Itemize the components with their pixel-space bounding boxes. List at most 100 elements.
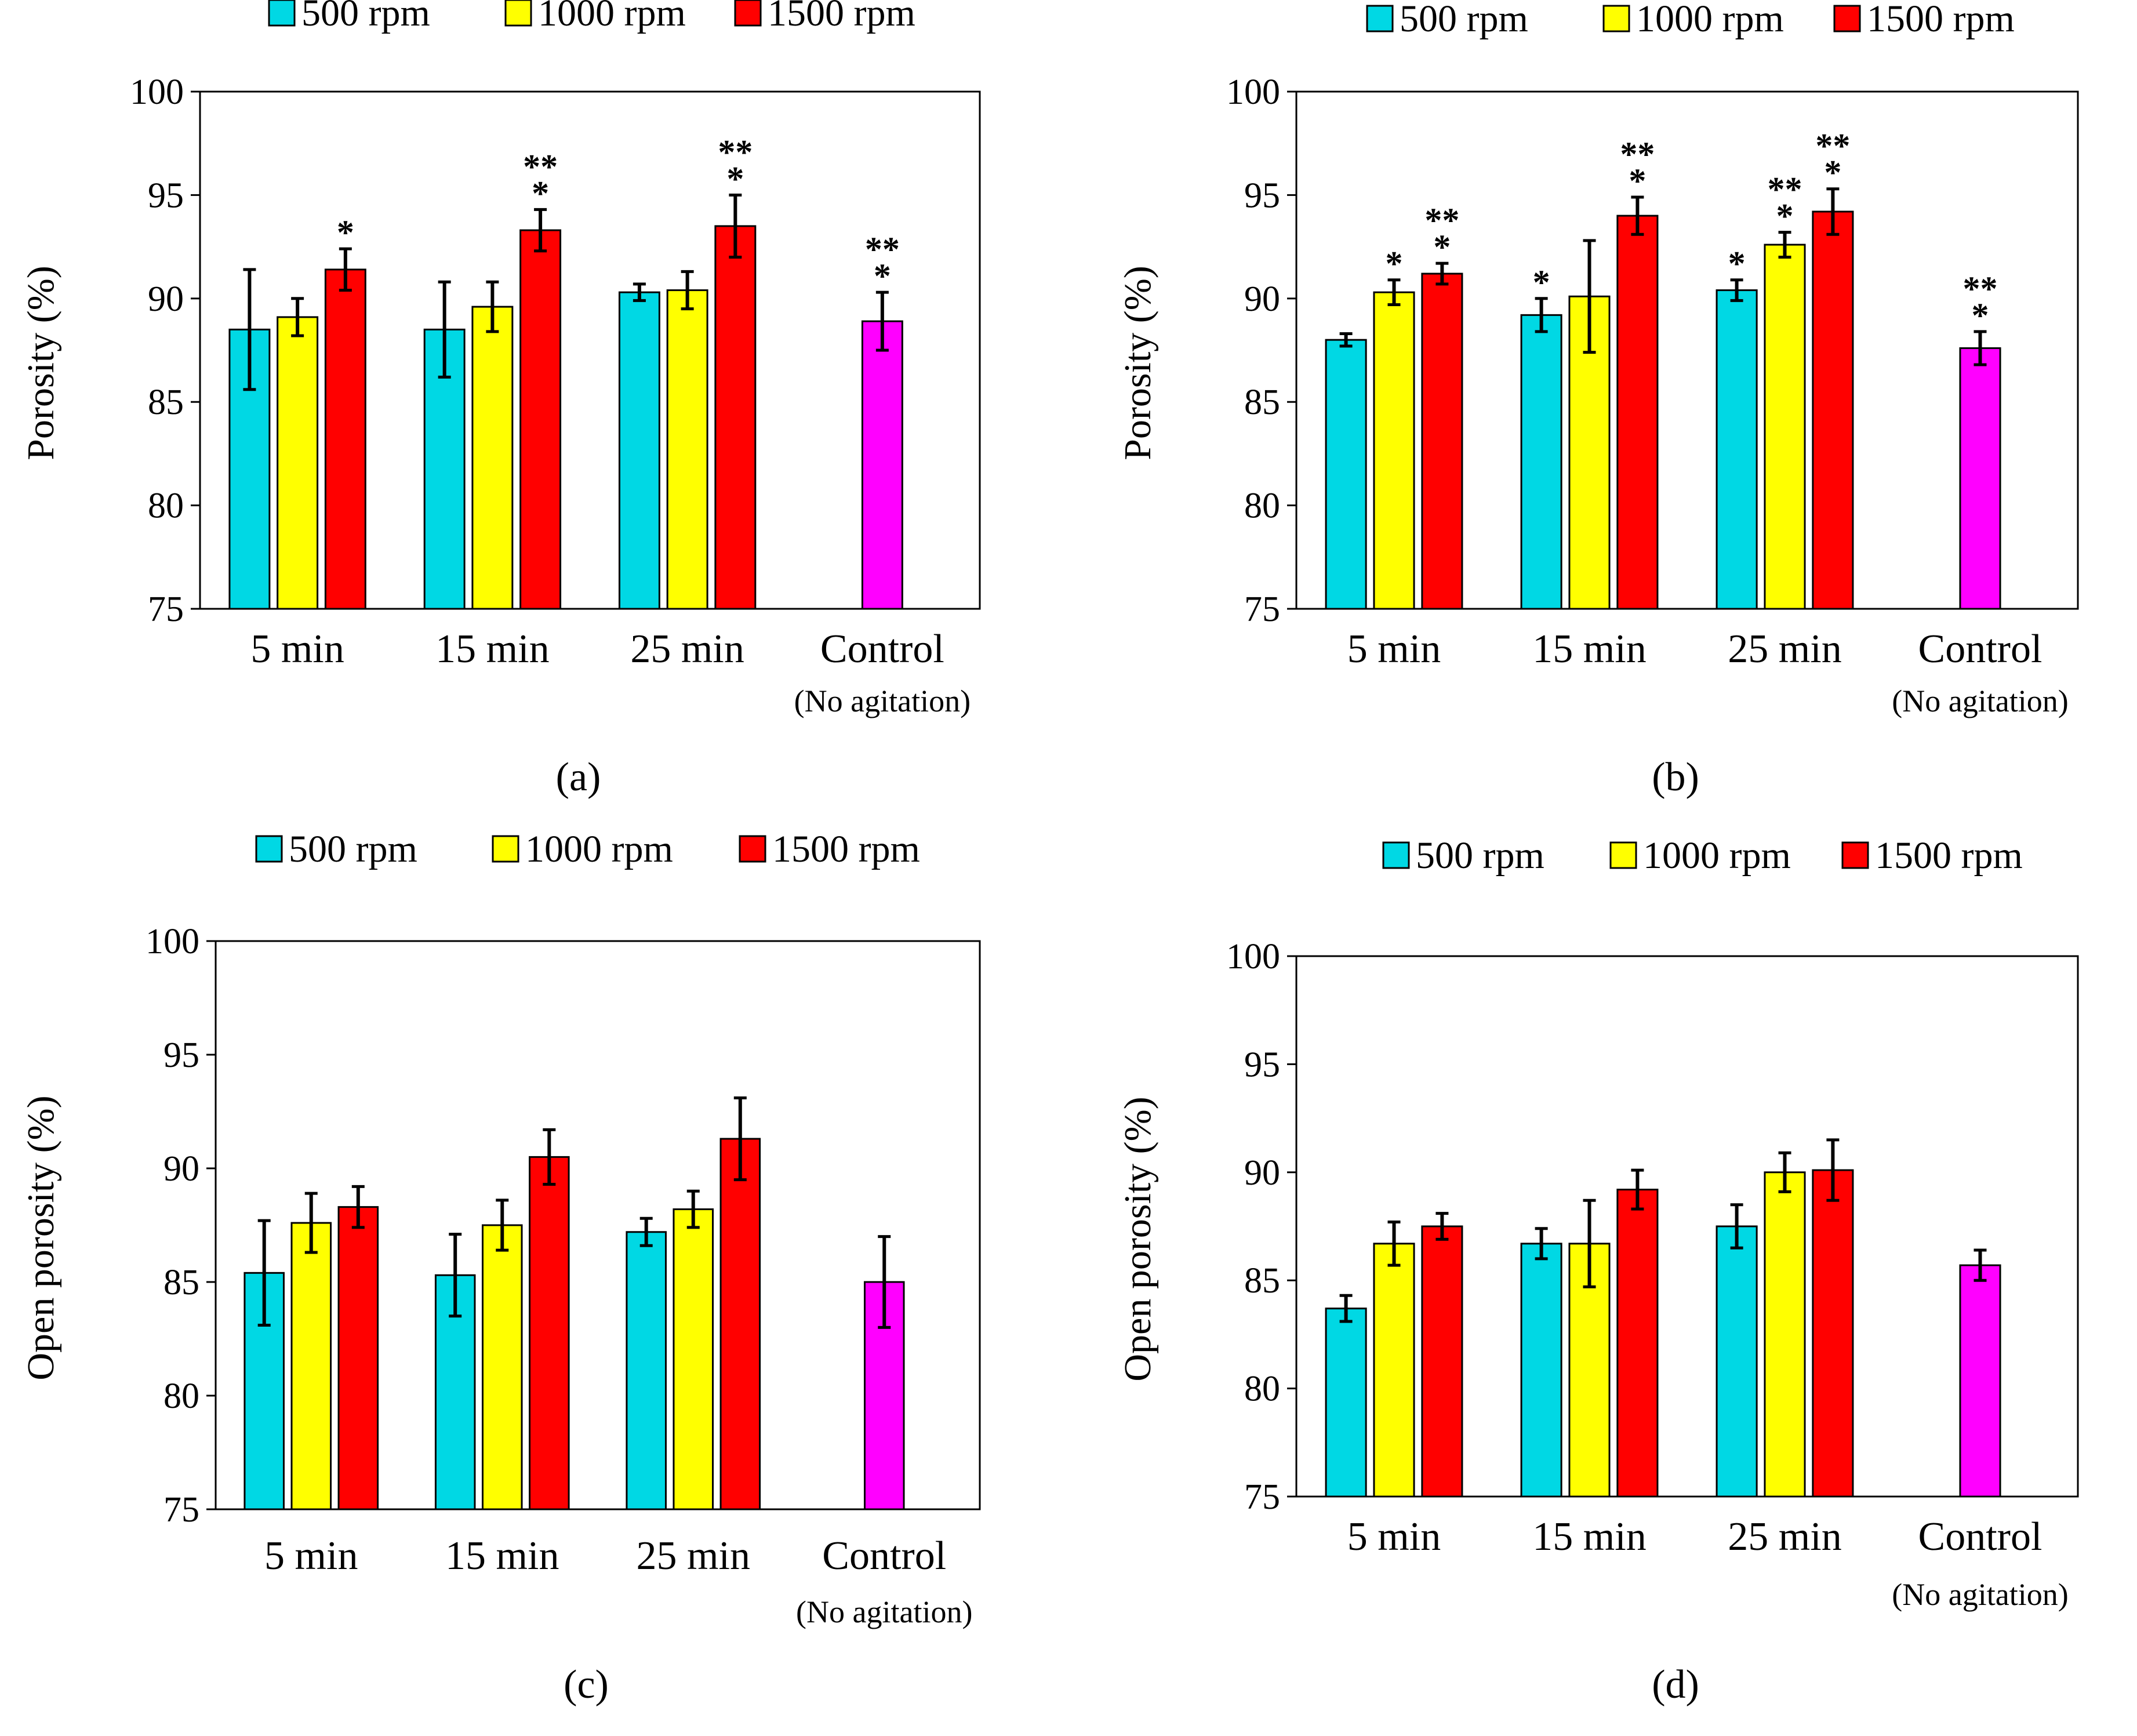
bar-control-control bbox=[1959, 347, 2001, 610]
significance-marker: ** * bbox=[1963, 270, 1998, 335]
significance-line: ** bbox=[718, 133, 753, 171]
y-tick-label: 80 bbox=[163, 1377, 199, 1416]
y-tick-label: 95 bbox=[1244, 1045, 1280, 1084]
significance-marker: * bbox=[1533, 263, 1550, 302]
y-tick-label: 90 bbox=[1244, 1153, 1280, 1193]
significance-marker: ** * bbox=[1768, 170, 1802, 235]
x-category-label: 25 min bbox=[630, 627, 744, 671]
significance-line: * bbox=[1972, 296, 1989, 335]
significance-marker: * bbox=[1386, 245, 1403, 283]
y-axis-title: Open porosity (%) bbox=[20, 1095, 62, 1380]
y-tick-label: 80 bbox=[1244, 486, 1280, 526]
bar-5-min-1500-rpm bbox=[337, 1206, 379, 1510]
bar-5-min-1000-rpm bbox=[1373, 1243, 1415, 1498]
x-category-label: 25 min bbox=[1728, 627, 1841, 671]
y-tick-label: 95 bbox=[1244, 176, 1280, 215]
bar-group-25-min: ** * bbox=[618, 133, 757, 610]
x-category-label: 5 min bbox=[1347, 627, 1441, 671]
legend-label-1000-rpm: 1000 rpm bbox=[1636, 0, 1784, 40]
y-tick-label: 90 bbox=[148, 279, 184, 319]
y-tick-label: 90 bbox=[1244, 279, 1280, 319]
y-tick-label: 95 bbox=[148, 176, 184, 215]
significance-marker: ** * bbox=[523, 147, 558, 212]
significance-line: ** bbox=[1768, 170, 1802, 209]
legend-label-1000-rpm: 1000 rpm bbox=[538, 0, 686, 34]
bar-15-min-1500-rpm bbox=[519, 229, 562, 610]
bar-group-15-min bbox=[1520, 1168, 1659, 1498]
legend-label-1000-rpm: 1000 rpm bbox=[525, 828, 673, 870]
bar-group-25-min bbox=[1716, 1138, 1854, 1498]
bar-group-25-min: *** *** * bbox=[1716, 127, 1854, 610]
legend-swatch-500-rpm bbox=[1366, 5, 1394, 32]
bar-group-control: ** * bbox=[861, 230, 903, 610]
legend-label-500-rpm: 500 rpm bbox=[1416, 834, 1544, 877]
x-category-sublabel: (No agitation) bbox=[794, 684, 971, 718]
significance-line: * bbox=[726, 159, 744, 198]
significance-line: * bbox=[1824, 154, 1841, 192]
bar-group-5-min bbox=[1325, 1212, 1463, 1498]
legend-swatch-1000-rpm bbox=[1609, 841, 1637, 869]
significance-line: * bbox=[874, 257, 891, 295]
legend: 500 rpm 1000 rpm 1500 rpm bbox=[255, 828, 920, 870]
x-category-label: Control bbox=[820, 627, 944, 671]
significance-marker: ** * bbox=[1815, 127, 1850, 192]
y-axis-title: Open porosity (%) bbox=[1117, 1096, 1159, 1381]
bar-group-25-min bbox=[626, 1096, 761, 1510]
significance-line: ** bbox=[1815, 127, 1850, 165]
bar-25-min-1000-rpm bbox=[1764, 1171, 1806, 1498]
significance-line: * bbox=[1433, 228, 1451, 266]
bar-group-5-min: *** * bbox=[1325, 201, 1463, 610]
panel-label: (d) bbox=[1652, 1662, 1699, 1707]
x-category-label: 25 min bbox=[1728, 1515, 1841, 1559]
y-tick-label: 100 bbox=[146, 922, 199, 961]
legend-swatch-500-rpm bbox=[1382, 841, 1410, 869]
bar-5-min-1000-rpm bbox=[277, 316, 319, 610]
legend-swatch-1500-rpm bbox=[734, 0, 762, 27]
legend-label-1000-rpm: 1000 rpm bbox=[1643, 834, 1791, 877]
significance-line: * bbox=[337, 213, 354, 252]
significance-line: * bbox=[1776, 197, 1794, 235]
y-tick-label: 75 bbox=[1244, 1477, 1280, 1517]
legend-label-1500-rpm: 1500 rpm bbox=[1875, 834, 2023, 877]
bar-25-min-500-rpm bbox=[618, 291, 660, 610]
legend-label-500-rpm: 500 rpm bbox=[1400, 0, 1528, 40]
y-tick-label: 75 bbox=[163, 1490, 199, 1530]
bar-25-min-1500-rpm bbox=[1812, 1169, 1854, 1498]
panel-label: (c) bbox=[564, 1662, 609, 1707]
bar-15-min-1500-rpm bbox=[1616, 215, 1659, 610]
bar-25-min-1000-rpm bbox=[666, 289, 708, 610]
legend-label-1500-rpm: 1500 rpm bbox=[768, 0, 915, 34]
bar-5-min-1500-rpm bbox=[1421, 1225, 1463, 1498]
significance-line: * bbox=[1533, 263, 1550, 302]
bar-15-min-1000-rpm bbox=[471, 306, 514, 610]
legend-label-1500-rpm: 1500 rpm bbox=[772, 828, 920, 870]
bar-15-min-500-rpm bbox=[1520, 314, 1562, 610]
y-tick-label: 100 bbox=[1226, 72, 1280, 112]
y-axis-title: Porosity (%) bbox=[20, 266, 62, 460]
bar-25-min-1500-rpm bbox=[1812, 210, 1854, 610]
bar-group-control bbox=[863, 1235, 905, 1510]
significance-line: ** bbox=[1963, 270, 1998, 308]
y-tick-label: 80 bbox=[148, 486, 184, 526]
bar-5-min-1000-rpm bbox=[1373, 291, 1415, 610]
significance-line: ** bbox=[1424, 201, 1459, 239]
significance-line: ** bbox=[865, 230, 900, 268]
y-tick-label: 80 bbox=[1244, 1370, 1280, 1409]
legend: 500 rpm 1000 rpm 1500 rpm bbox=[1366, 0, 2015, 40]
panel-label: (b) bbox=[1652, 755, 1699, 800]
legend-label-500-rpm: 500 rpm bbox=[289, 828, 417, 870]
bar-15-min-1500-rpm bbox=[529, 1156, 570, 1510]
bar-control-control bbox=[861, 320, 903, 610]
x-category-label: 5 min bbox=[264, 1534, 358, 1578]
bar-25-min-1500-rpm bbox=[714, 225, 757, 610]
significance-marker: * bbox=[337, 213, 354, 252]
bar-25-min-1000-rpm bbox=[673, 1208, 714, 1510]
bar-group-15-min: ** * bbox=[423, 147, 562, 610]
bar-5-min-500-rpm bbox=[243, 1272, 285, 1510]
significance-line: * bbox=[1629, 162, 1646, 200]
bar-5-min-500-rpm bbox=[1325, 1308, 1367, 1498]
bar-25-min-1500-rpm bbox=[719, 1138, 761, 1510]
